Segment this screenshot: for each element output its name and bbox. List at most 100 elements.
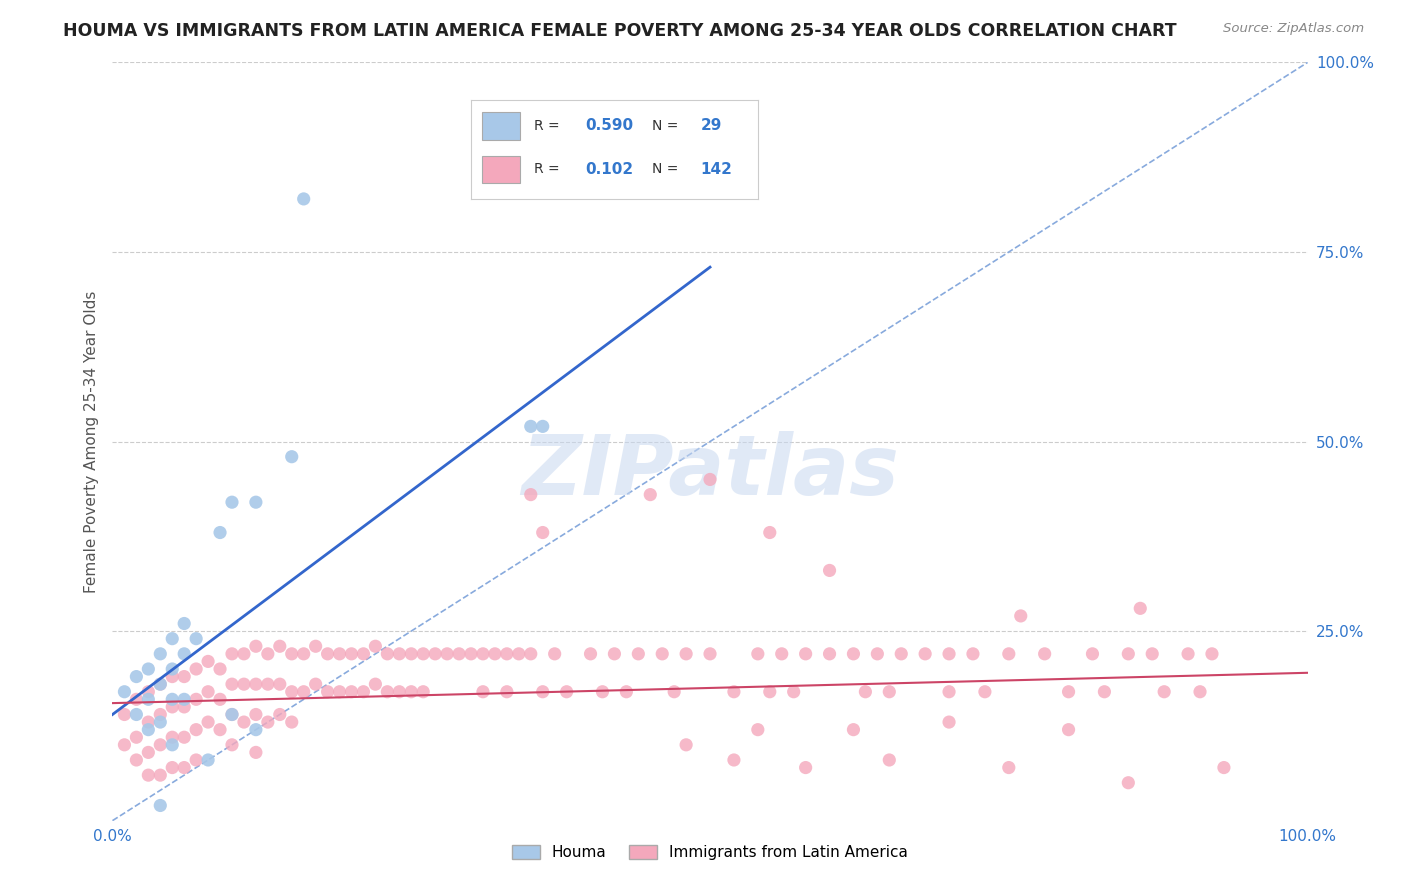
Point (162, 699, 183, 714)
Point (186, 723, 208, 737)
Point (388, 647, 411, 661)
Point (531, 525, 554, 540)
Point (197, 655, 219, 669)
Point (1081, 647, 1104, 661)
Point (879, 753, 901, 767)
Point (938, 715, 960, 730)
Point (616, 685, 638, 699)
Point (186, 753, 208, 767)
Point (221, 677, 243, 691)
Point (162, 692, 183, 706)
Point (221, 495, 243, 509)
Point (664, 685, 686, 699)
Point (592, 685, 614, 699)
Point (699, 473, 721, 487)
Point (759, 525, 782, 540)
Point (138, 723, 160, 737)
Point (221, 707, 243, 722)
Point (401, 647, 423, 661)
Point (149, 677, 172, 691)
Point (173, 616, 195, 631)
Point (186, 662, 208, 676)
Point (340, 685, 363, 699)
Point (162, 662, 183, 676)
Point (340, 647, 363, 661)
Point (675, 647, 697, 661)
Point (412, 685, 434, 699)
Point (257, 715, 280, 730)
Point (1153, 685, 1175, 699)
Point (770, 647, 793, 661)
Point (974, 685, 997, 699)
Point (257, 647, 280, 661)
Point (125, 730, 148, 744)
Point (245, 723, 267, 737)
Point (555, 685, 578, 699)
Point (125, 753, 148, 767)
Point (377, 647, 399, 661)
Point (1033, 647, 1056, 661)
Point (723, 685, 745, 699)
Point (794, 760, 817, 774)
Point (173, 760, 195, 774)
Point (281, 450, 304, 464)
Point (531, 685, 554, 699)
Point (114, 738, 135, 752)
Point (173, 699, 195, 714)
Point (759, 685, 782, 699)
Point (149, 677, 172, 691)
Point (388, 685, 411, 699)
Point (292, 647, 315, 661)
Point (998, 760, 1021, 774)
Point (149, 715, 172, 730)
Point (281, 647, 304, 661)
Point (138, 662, 160, 676)
Point (329, 647, 352, 661)
Point (484, 647, 506, 661)
Point (1189, 685, 1212, 699)
Point (1057, 685, 1080, 699)
Point (114, 685, 135, 699)
Point (305, 677, 328, 691)
Point (520, 647, 543, 661)
Point (866, 647, 889, 661)
Point (472, 685, 495, 699)
Point (114, 707, 135, 722)
Point (269, 707, 291, 722)
Point (138, 746, 160, 760)
Point (209, 723, 232, 737)
Point (364, 677, 387, 691)
Point (149, 768, 172, 782)
Text: Source: ZipAtlas.com: Source: ZipAtlas.com (1223, 22, 1364, 36)
Point (842, 647, 865, 661)
Point (162, 669, 183, 683)
Point (723, 753, 745, 767)
Point (233, 647, 256, 661)
Point (138, 715, 160, 730)
Point (508, 647, 530, 661)
Point (221, 707, 243, 722)
Point (209, 525, 232, 540)
Text: HOUMA VS IMMIGRANTS FROM LATIN AMERICA FEMALE POVERTY AMONG 25-34 YEAR OLDS CORR: HOUMA VS IMMIGRANTS FROM LATIN AMERICA F… (63, 22, 1177, 40)
Point (818, 564, 841, 578)
Point (257, 677, 280, 691)
Point (221, 647, 243, 661)
Point (316, 685, 339, 699)
Point (173, 669, 195, 683)
Point (162, 760, 183, 774)
Point (245, 677, 267, 691)
Point (579, 647, 602, 661)
Y-axis label: Female Poverty Among 25-34 Year Olds: Female Poverty Among 25-34 Year Olds (83, 291, 98, 592)
Point (173, 692, 195, 706)
Point (292, 192, 315, 206)
Point (162, 632, 183, 646)
Point (364, 639, 387, 653)
Legend: Houma, Immigrants from Latin America: Houma, Immigrants from Latin America (506, 838, 914, 866)
Point (173, 730, 195, 744)
Point (938, 647, 960, 661)
Point (138, 692, 160, 706)
Point (1057, 723, 1080, 737)
Point (962, 647, 984, 661)
Point (447, 647, 470, 661)
Point (818, 647, 841, 661)
